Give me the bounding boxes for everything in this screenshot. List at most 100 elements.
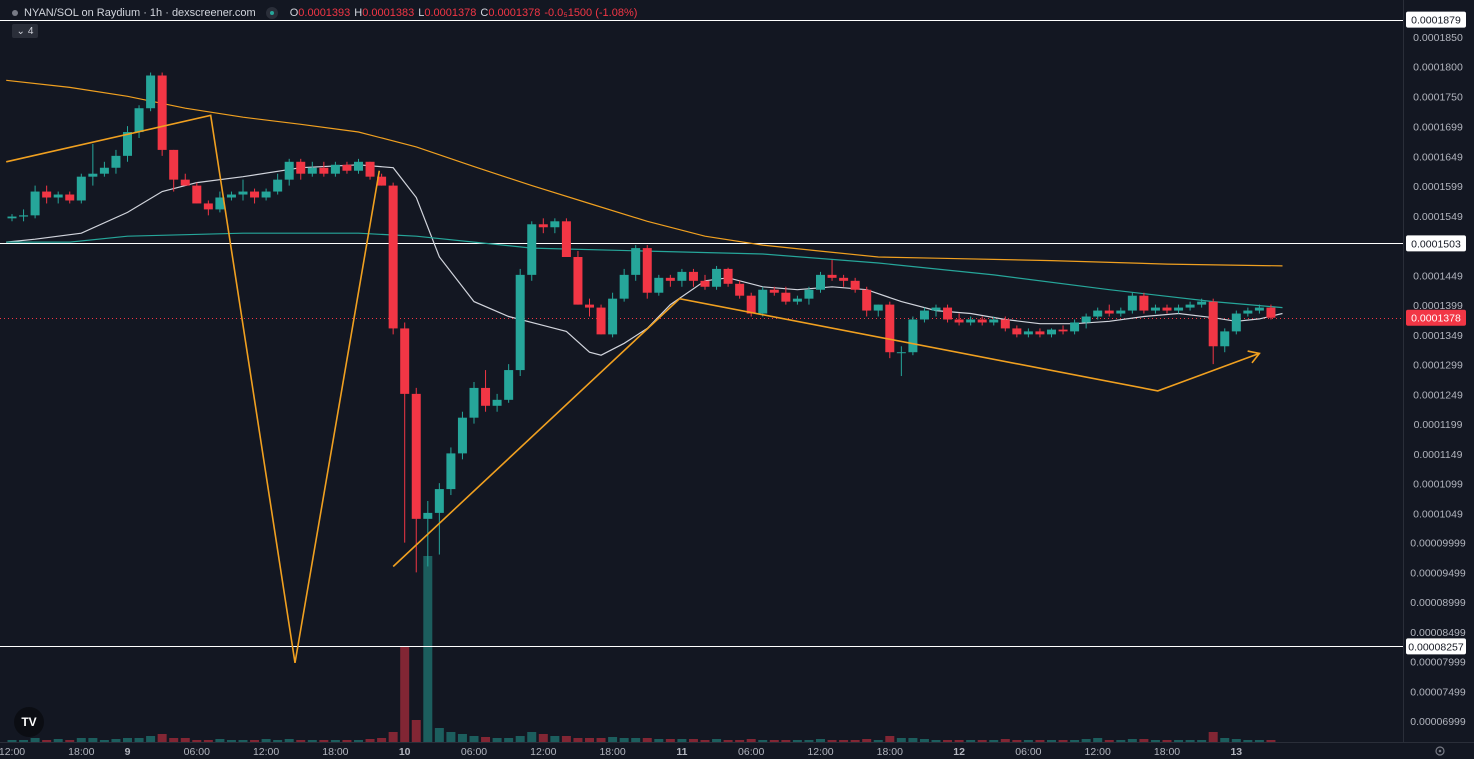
volume-bar	[42, 740, 52, 742]
candle-body	[215, 197, 225, 210]
candle-body	[146, 75, 156, 109]
price-tick-label: 0.0001399	[1413, 300, 1463, 312]
volume-bar	[354, 740, 363, 742]
candle-body	[192, 185, 202, 204]
change-value: -0.0₅1500 (-1.08%)	[544, 7, 638, 19]
tradingview-logo[interactable]: TV	[14, 707, 44, 737]
candle-body	[827, 274, 837, 278]
candle-body	[1081, 316, 1091, 323]
candle-body	[296, 161, 306, 174]
volume-bar	[19, 740, 29, 742]
volume-bar	[688, 739, 698, 742]
volume-bar	[146, 736, 156, 742]
candle-body	[1220, 331, 1230, 347]
volume-bar	[781, 740, 791, 742]
price-axis[interactable]: 0.0001850 0.0001800 0.0001750 0.0001699 0.00…	[1410, 32, 1466, 728]
chevron-down-icon: ⌄	[16, 25, 25, 37]
volume-bar	[1058, 740, 1068, 742]
indicators-toggle[interactable]: ⌄ 4	[12, 24, 38, 38]
price-tick-label: 0.0001750	[1413, 91, 1463, 103]
candle-body	[839, 277, 849, 281]
volume-bar	[850, 740, 860, 742]
candle-body	[411, 393, 421, 519]
time-tick-label: 12	[953, 746, 965, 758]
volume-bar	[261, 739, 271, 742]
volume-bar	[1012, 740, 1022, 742]
candle-body	[1139, 295, 1149, 311]
volume-bar	[1150, 740, 1160, 742]
trend-drawing-line	[392, 297, 1260, 568]
time-tick-label: 11	[676, 746, 687, 758]
open-value: 0.0001393	[298, 7, 351, 19]
volume-bar	[839, 740, 849, 742]
price-tick-label: 0.0001599	[1413, 181, 1463, 193]
volume-bar	[203, 740, 213, 742]
last-price-label: 0.0001378	[1411, 313, 1461, 325]
volume-bar	[134, 738, 144, 742]
volume-bar	[457, 734, 467, 742]
volume-bar	[654, 739, 664, 742]
time-tick-label: 9	[125, 746, 131, 758]
volume-bar	[180, 738, 190, 742]
candle-body	[977, 319, 987, 323]
candle-body	[850, 280, 860, 290]
candle-body	[226, 194, 236, 198]
price-tick-label: 0.0001299	[1413, 360, 1463, 372]
volume-bar	[1070, 740, 1080, 742]
volume-bar	[411, 720, 421, 742]
candle-body	[816, 274, 825, 290]
settings-icon[interactable]	[1435, 746, 1445, 756]
price-tick-label: 0.0001699	[1413, 122, 1463, 134]
volume-bar	[885, 736, 895, 742]
candle-body	[492, 399, 502, 406]
volume-bar	[561, 736, 571, 742]
volume-bar	[1197, 740, 1207, 742]
trend-drawings[interactable]	[6, 114, 1261, 664]
candle-body	[781, 292, 791, 302]
time-tick-label: 18:00	[877, 746, 903, 758]
volume-bar	[1162, 740, 1172, 742]
candle-body	[608, 298, 618, 335]
volume-bar	[400, 646, 410, 742]
volume-bar	[619, 738, 629, 742]
candle-body	[1058, 329, 1068, 332]
visibility-eye-icon[interactable]	[265, 7, 278, 19]
candle-body	[238, 191, 248, 195]
volume-bar	[284, 739, 294, 742]
volume-bar	[954, 740, 964, 742]
trend-drawing-line	[6, 114, 381, 664]
price-tick-label: 0.00008499	[1410, 627, 1466, 639]
price-tick-label: 0.00008999	[1410, 597, 1466, 609]
volume-bar	[712, 739, 722, 742]
volume-bar	[573, 738, 583, 742]
volume-bars	[7, 556, 1276, 742]
time-tick-label: 06:00	[184, 746, 210, 758]
candle-body	[76, 176, 86, 201]
close-value: 0.0001378	[488, 7, 541, 19]
volume-bar	[7, 740, 17, 742]
volume-bar	[250, 740, 260, 742]
candle-body	[1150, 307, 1160, 311]
candle-body	[42, 191, 52, 198]
price-tick-label: 0.00006999	[1410, 716, 1466, 728]
candle-body	[261, 191, 271, 198]
time-axis[interactable]: 12:00 18:00 9 06:00 12:00 18:00 10 06:00 12:00 18…	[0, 746, 1242, 758]
volume-bar	[735, 740, 745, 742]
price-tick-label: 0.00009999	[1410, 538, 1466, 550]
time-tick-label: 10	[399, 746, 411, 758]
candle-body	[527, 224, 537, 275]
candle-body	[342, 164, 352, 171]
candle-body	[19, 215, 29, 217]
candle-body	[1104, 310, 1114, 314]
candle-body	[123, 132, 132, 156]
volume-bar	[319, 740, 329, 742]
candle-body	[330, 164, 340, 174]
candle-body	[943, 307, 953, 320]
volume-bar	[1047, 740, 1056, 742]
price-tick-label: 0.0001649	[1413, 151, 1463, 163]
close-label: C	[480, 7, 489, 19]
volume-bar	[1174, 740, 1184, 742]
volume-bar	[238, 740, 248, 742]
candle-body	[1093, 310, 1103, 317]
